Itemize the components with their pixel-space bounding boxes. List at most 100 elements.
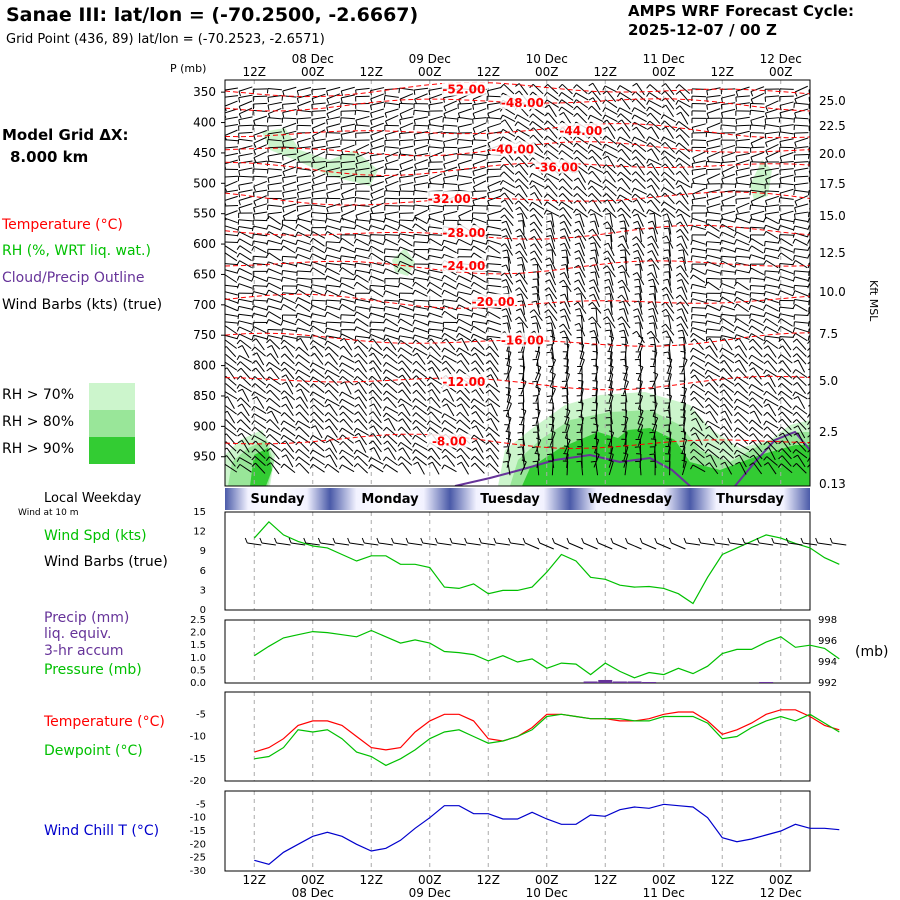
wind-barb (428, 124, 443, 128)
wind-barb (667, 279, 672, 293)
wind-barb (443, 282, 457, 290)
wind-barb-flag (529, 113, 534, 118)
y-tick-label: 6 (200, 566, 206, 577)
wind-barb-flag (442, 403, 448, 407)
wind-barb (459, 419, 471, 430)
wind-barb (415, 405, 428, 415)
wind-barb-flag (238, 113, 242, 119)
wind-barb-flag (750, 142, 754, 148)
wind-barb (370, 187, 384, 195)
wind-barb-flag (225, 447, 228, 450)
wind-barb (225, 159, 238, 165)
wind-barb-flag (225, 346, 227, 349)
wind-barb (282, 166, 297, 173)
wind-barb (414, 144, 428, 150)
wind-barb-flag (704, 442, 708, 448)
wind-barb-flag (530, 192, 535, 196)
wind-barb (370, 328, 385, 331)
wind-barb-flag (413, 184, 416, 190)
pressure-tick-label: 450 (193, 146, 216, 160)
wind-barb (401, 382, 412, 395)
wind-barb (504, 243, 513, 256)
wind-barb (239, 107, 253, 115)
wind-barb-flag (505, 358, 511, 360)
wind-barb (314, 345, 324, 358)
wind-barb (779, 210, 794, 216)
wind-barb-flag (339, 282, 343, 288)
wind-barb (268, 282, 282, 290)
wind-barb-flag (281, 276, 284, 282)
wind-barb (267, 101, 282, 106)
wind-barb-flag (427, 389, 433, 393)
wind-barb-10m-flag (595, 537, 599, 544)
wind-barb (428, 320, 443, 324)
wind-barb-flag (587, 114, 591, 120)
wind-barb (370, 312, 385, 318)
wind-barb (653, 227, 658, 242)
wind-barb (387, 447, 396, 460)
wind-barb-flag (631, 171, 636, 176)
y-tick-label: -5 (196, 799, 206, 810)
wind-barb (297, 289, 311, 298)
wind-barb-10m-flag (712, 537, 716, 544)
temp-contour-label: -16.00 (501, 334, 544, 348)
legend-rh70-label: RH > 70% (2, 387, 75, 403)
wind-barb-flag (414, 164, 417, 170)
wind-barb-flag (500, 164, 505, 169)
wind-barb-flag (793, 359, 799, 363)
wind-barb-flag (237, 345, 243, 349)
wind-barb-flag (413, 170, 416, 176)
wind-barb (326, 116, 341, 121)
wind-barb (767, 462, 777, 475)
wind-barb (736, 405, 750, 415)
wind-barb-flag (719, 448, 724, 454)
wind-barb (225, 129, 238, 136)
wind-barb (474, 404, 486, 415)
wind-barb (253, 326, 267, 334)
wind-barb (681, 235, 688, 249)
wind-barb (706, 299, 721, 303)
wind-barb-flag (748, 254, 752, 260)
wind-barb (267, 153, 282, 157)
wind-barb-flag (637, 430, 643, 433)
wind-barb (311, 313, 326, 318)
wind-barb (678, 142, 691, 153)
wind-barb (312, 340, 325, 349)
wind-barb (341, 144, 355, 151)
wind-barb (809, 224, 810, 227)
wind-barb (503, 164, 515, 175)
wind-barb-flag (267, 184, 270, 190)
wind-barb (225, 334, 238, 340)
wind-barb-flag (309, 449, 314, 455)
wind-barb-flag (236, 427, 241, 433)
wind-barb-flag (602, 151, 606, 157)
wind-barb-flag (354, 262, 357, 268)
wind-barb (386, 382, 398, 394)
wind-barb-flag (353, 311, 357, 317)
y-tick-label: 2.0 (190, 628, 206, 639)
wind-barb (735, 255, 750, 258)
wind-barb-flag (339, 255, 342, 261)
wind-barb-flag (620, 249, 626, 251)
wind-barb-flag (546, 264, 552, 267)
wind-barb (519, 243, 528, 256)
wind-barb-flag (692, 193, 696, 199)
wind-barb-flag (534, 452, 540, 455)
wind-barb (693, 448, 705, 459)
height-tick-label: 12.5 (819, 246, 846, 260)
wind-barb-10m-flag (727, 537, 731, 544)
wind-barb (809, 111, 810, 113)
wind-barb-flag (237, 306, 240, 312)
wind-barb (639, 227, 642, 242)
wind-barb-flag (265, 362, 270, 367)
wind-barb-flag (587, 209, 592, 214)
wind-barb (692, 291, 706, 295)
wind-barb (487, 102, 502, 106)
wind-barb (372, 433, 382, 446)
wind-barb (794, 93, 809, 100)
wind-barb (811, 464, 821, 473)
wind-barb-flag (382, 464, 387, 469)
wind-barb (652, 264, 658, 279)
wind-barb (518, 193, 529, 204)
pressure-tick-label: 550 (193, 207, 216, 221)
